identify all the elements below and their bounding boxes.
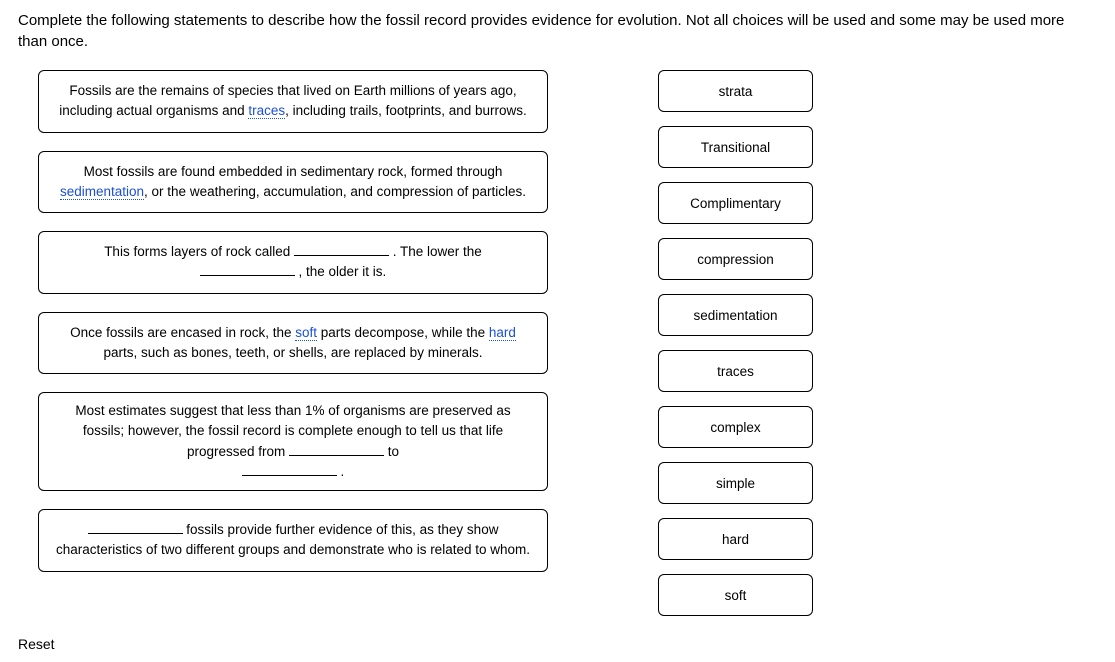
filled-blank-soft[interactable]: soft — [295, 325, 317, 341]
blank-drop-target[interactable] — [200, 263, 295, 277]
statement-1[interactable]: Fossils are the remains of species that … — [38, 70, 548, 133]
statement-text: parts decompose, while the — [317, 325, 489, 340]
choice-complex[interactable]: complex — [658, 406, 813, 448]
filled-blank-hard[interactable]: hard — [489, 325, 516, 341]
choice-traces[interactable]: traces — [658, 350, 813, 392]
statement-text: . — [337, 464, 345, 479]
statement-3[interactable]: This forms layers of rock called . The l… — [38, 231, 548, 294]
blank-drop-target[interactable] — [294, 243, 389, 257]
choice-soft[interactable]: soft — [658, 574, 813, 616]
statement-text: . The lower the — [389, 244, 482, 259]
blank-drop-target[interactable] — [289, 442, 384, 456]
choices-column: strata Transitional Complimentary compre… — [658, 70, 813, 616]
choice-transitional[interactable]: Transitional — [658, 126, 813, 168]
filled-blank-traces[interactable]: traces — [248, 103, 285, 119]
statement-6[interactable]: fossils provide further evidence of this… — [38, 509, 548, 572]
statement-text: This forms layers of rock called — [104, 244, 294, 259]
choice-compression[interactable]: compression — [658, 238, 813, 280]
choice-hard[interactable]: hard — [658, 518, 813, 560]
statement-text: parts, such as bones, teeth, or shells, … — [104, 345, 483, 360]
filled-blank-sedimentation[interactable]: sedimentation — [60, 184, 144, 200]
statement-text: Most fossils are found embedded in sedim… — [84, 164, 503, 179]
blank-drop-target[interactable] — [88, 521, 183, 535]
reset-button[interactable]: Reset — [18, 636, 1097, 652]
statement-4[interactable]: Once fossils are encased in rock, the so… — [38, 312, 548, 375]
statement-text: , or the weathering, accumulation, and c… — [144, 184, 526, 199]
statement-text: to — [384, 444, 399, 459]
choice-complimentary[interactable]: Complimentary — [658, 182, 813, 224]
choice-simple[interactable]: simple — [658, 462, 813, 504]
instructions-text: Complete the following statements to des… — [18, 10, 1097, 52]
blank-drop-target[interactable] — [242, 462, 337, 476]
statement-2[interactable]: Most fossils are found embedded in sedim… — [38, 151, 548, 214]
statement-text: Once fossils are encased in rock, the — [70, 325, 295, 340]
choice-sedimentation[interactable]: sedimentation — [658, 294, 813, 336]
choice-strata[interactable]: strata — [658, 70, 813, 112]
content-area: Fossils are the remains of species that … — [18, 70, 1097, 616]
statement-5[interactable]: Most estimates suggest that less than 1%… — [38, 392, 548, 491]
statements-column: Fossils are the remains of species that … — [38, 70, 548, 616]
statement-text: , including trails, footprints, and burr… — [285, 103, 527, 118]
statement-text: , the older it is. — [295, 264, 387, 279]
